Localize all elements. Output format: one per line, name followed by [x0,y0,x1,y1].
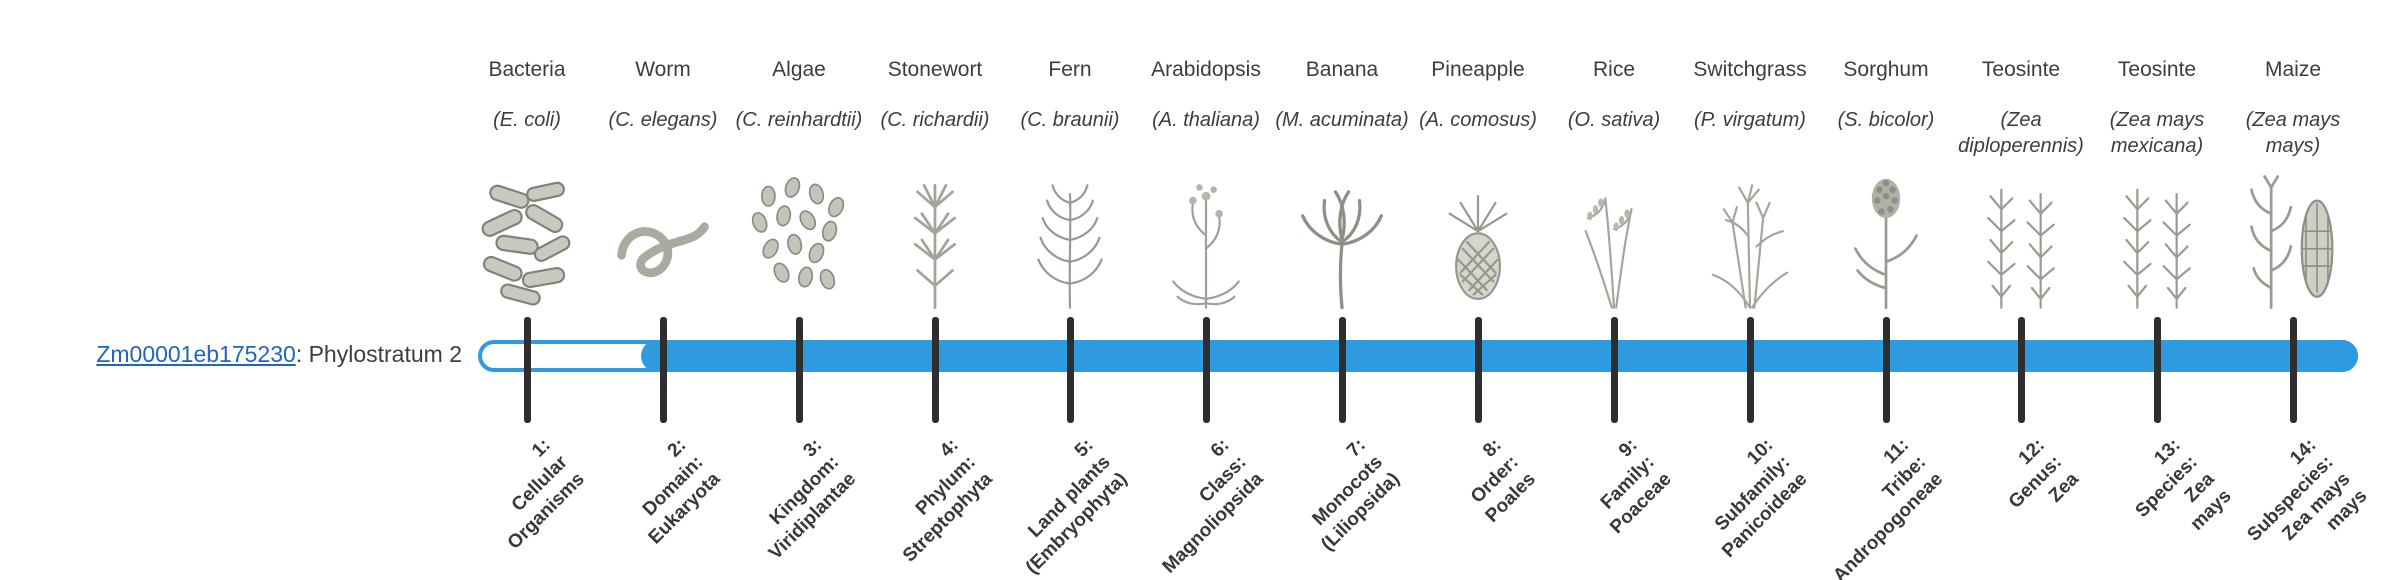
organism-name-block: Stonewort (C. richardii) [865,56,1005,133]
phylostratum-tick [524,317,531,423]
maize-icon [2235,170,2351,312]
organism-scientific-name: (E. coli) [493,109,561,131]
phylostratum-label: 12: Genus: Zea [2004,434,2083,513]
organism-name: Teosinte [2117,58,2197,81]
organism-scientific-name: (M. acuminata) [1275,109,1409,131]
organism-scientific-name: (O. sativa) [1567,109,1661,131]
algae-icon [741,170,857,312]
organism-name: Teosinte [1981,58,2061,81]
phylostratum-label: 6: Class: Magnoliopsida [1158,434,1268,578]
phylostratum-label: 10: Subfamily: Panicoideae [1710,434,1812,562]
gene-id-link[interactable]: Zm00001eb175230 [96,341,296,367]
phylostratum-label: 1: Cellular Organisms [503,434,589,554]
organism-scientific-name: (S. bicolor) [1837,109,1935,131]
phylostratum-tick [1747,317,1754,423]
phylostratum-tick [2154,317,2161,423]
phylostratum-tick [1611,317,1618,423]
organism-name: Fern [1048,58,1092,81]
switchgrass-icon [1692,170,1808,312]
pineapple-icon [1420,170,1536,312]
organism-name-block: Bacteria (E. coli) [457,56,597,133]
organism-name: Pineapple [1431,58,1525,81]
phylostratum-bar-fill [641,340,2358,372]
arabidopsis-icon [1148,170,1264,312]
organism-name-block: Arabidopsis (A. thaliana) [1136,56,1276,133]
phylostratum-label: 8: Order: Poales [1466,434,1540,527]
organism-name-block: Fern (C. braunii) [1000,56,1140,133]
organism-name: Stonewort [887,58,983,81]
phylostratum-label: 5: Land plants (Embryophyta) [1021,434,1132,579]
phylostratum-tick [1475,317,1482,423]
organism-name: Arabidopsis [1151,58,1261,81]
organism-name-block: Rice (O. sativa) [1544,56,1684,133]
organism-scientific-name: (Zea diploperennis) [1958,109,2084,157]
organism-name-block: Maize (Zea mays mays) [2223,56,2363,159]
phylostratum-tick [2018,317,2025,423]
phylostratum-label: 11: Tribe: Andropogoneae [1829,434,1948,580]
organism-scientific-name: (P. virgatum) [1694,109,1806,131]
phylostratum-tick [660,317,667,423]
organism-name-block: Switchgrass (P. virgatum) [1680,56,1820,133]
stonewort-icon [877,170,993,312]
organism-scientific-name: (A. comosus) [1419,109,1537,131]
organism-name-block: Algae (C. reinhardtii) [729,56,869,133]
organism-name: Bacteria [488,58,566,81]
organism-scientific-name: (C. richardii) [880,109,990,131]
organism-name: Maize [2264,58,2322,81]
phylostratum-tick [932,317,939,423]
phylostratum-label: 2: Domain: Eukaryota [638,434,725,549]
phylostratum-tick [1203,317,1210,423]
organism-name: Algae [772,58,826,81]
organism-name: Banana [1305,58,1379,81]
rice-icon [1556,170,1672,312]
organism-name-block: Worm (C. elegans) [593,56,733,133]
phylostratum-tick [1067,317,1074,423]
organism-name: Worm [635,58,691,81]
organism-scientific-name: (Zea mays mexicana) [2109,109,2205,157]
organism-scientific-name: (Zea mays mays) [2245,109,2341,157]
organism-scientific-name: (C. braunii) [1020,109,1120,131]
phylostratum-tick [2290,317,2297,423]
banana-icon [1284,170,1400,312]
phylostratum-label: 9: Family: Poaceae [1596,434,1676,539]
organism-scientific-name: (C. reinhardtii) [735,109,863,131]
organism-name: Rice [1592,58,1635,81]
fern-icon [1012,170,1128,312]
organism-scientific-name: (C. elegans) [608,109,718,131]
organism-name-block: Pineapple (A. comosus) [1408,56,1548,133]
phylostratum-tick [1883,317,1890,423]
teosinte-icon [2099,170,2215,312]
bacteria-icon [469,170,585,312]
organism-name-block: Banana (M. acuminata) [1272,56,1412,133]
organism-name: Switchgrass [1693,58,1807,81]
phylostratum-label: 7: Monocots (Liliopsida) [1308,434,1404,556]
gene-phylostratum-text: : Phylostratum 2 [295,341,462,367]
organism-scientific-name: (A. thaliana) [1152,109,1260,131]
sorghum-icon [1828,170,1944,312]
organism-name-block: Teosinte (Zea mays mexicana) [2087,56,2227,159]
phylostratum-label: 13: Species: Zea mays [2131,434,2236,535]
gene-label: Zm00001eb175230: Phylostratum 2 [36,341,462,368]
phylostratum-tick [796,317,803,423]
organism-name: Sorghum [1843,58,1929,81]
phylostratum-label: 14: Subspecies: Zea mays mays [2243,434,2372,546]
organism-name-block: Teosinte (Zea diploperennis) [1951,56,2091,159]
phylostratum-label: 4: Phylum: Streptophyta [898,434,997,567]
phylostratum-label: 3: Kingdom: Viridiplantae [765,434,861,564]
worm-icon [605,170,721,312]
teosinte-icon [1963,170,2079,312]
organism-name-block: Sorghum (S. bicolor) [1816,56,1956,133]
phylostratum-tick [1339,317,1346,423]
